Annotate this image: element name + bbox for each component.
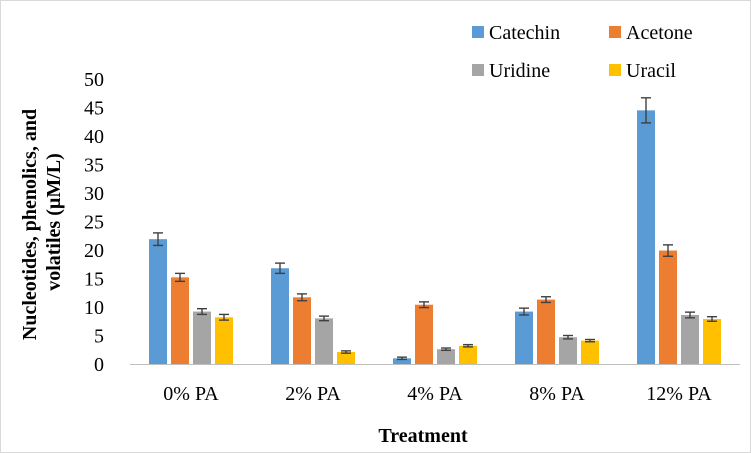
y-tick-label: 5 — [94, 326, 104, 348]
bar-uracil — [215, 317, 233, 364]
legend-swatch — [472, 64, 484, 76]
bar-catechin — [149, 239, 167, 364]
error-bar — [219, 313, 229, 321]
legend-item-uridine: Uridine — [472, 60, 550, 82]
bar-acetone — [659, 250, 677, 364]
y-tick-label: 10 — [84, 297, 104, 319]
bar-uracil — [703, 318, 721, 364]
y-tick-label: 20 — [84, 240, 104, 262]
error-bar — [297, 293, 307, 302]
error-bar — [197, 308, 207, 316]
legend: Catechin Acetone Uridine Uracil — [472, 22, 693, 82]
y-axis-title-line-2: volatiles (µM/L) — [43, 153, 65, 291]
bar-uridine — [681, 314, 699, 364]
error-bar — [663, 244, 673, 257]
x-axis-ticks: 0% PA 2% PA 4% PA 8% PA 12% PA — [163, 383, 712, 405]
bar-acetone — [293, 297, 311, 364]
bar-uridine — [559, 337, 577, 364]
bar-catechin — [637, 110, 655, 364]
legend-item-uracil: Uracil — [609, 60, 676, 82]
legend-label: Acetone — [626, 22, 693, 44]
legend-swatch — [609, 26, 621, 38]
x-axis-title: Treatment — [378, 425, 468, 447]
legend-label: Uridine — [489, 60, 550, 82]
legend-label: Catechin — [489, 22, 560, 44]
y-tick-label: 45 — [84, 98, 104, 120]
bar-catechin — [271, 268, 289, 364]
bar-uridine — [315, 318, 333, 364]
bar-uracil — [337, 352, 355, 364]
bar-catechin — [393, 358, 411, 364]
error-bar — [419, 301, 429, 309]
y-tick-label: 0 — [94, 354, 104, 376]
error-bar — [175, 272, 185, 283]
error-bar — [275, 262, 285, 275]
error-bar — [519, 307, 529, 316]
bar-uracil — [459, 345, 477, 364]
y-tick-label: 30 — [84, 183, 104, 205]
bar-uracil — [581, 340, 599, 364]
x-tick-label: 0% PA — [163, 383, 219, 405]
x-tick-label: 2% PA — [285, 383, 341, 405]
legend-item-catechin: Catechin — [472, 22, 560, 44]
bar-uridine — [193, 311, 211, 364]
x-tick-label: 12% PA — [646, 383, 712, 405]
bar-acetone — [171, 277, 189, 364]
legend-swatch — [472, 26, 484, 38]
y-tick-label: 40 — [84, 126, 104, 148]
y-axis-title: Nucleotides, phenolics, and volatiles (µ… — [19, 104, 65, 340]
error-bar — [707, 315, 717, 322]
y-tick-label: 50 — [84, 69, 104, 91]
bar-acetone — [415, 304, 433, 364]
error-bar — [441, 347, 451, 352]
error-bar — [563, 334, 573, 340]
legend-label: Uracil — [626, 60, 676, 82]
error-bar — [641, 97, 651, 124]
error-bar — [685, 311, 695, 319]
error-bar — [341, 350, 351, 354]
x-tick-label: 8% PA — [529, 383, 585, 405]
error-bars — [153, 97, 717, 361]
error-bar — [319, 315, 329, 322]
error-bar — [541, 296, 551, 304]
legend-swatch — [609, 64, 621, 76]
y-tick-label: 35 — [84, 155, 104, 177]
legend-item-acetone: Acetone — [609, 22, 693, 44]
y-tick-label: 15 — [84, 269, 104, 291]
bars — [149, 110, 721, 364]
y-axis-ticks: 0 5 10 15 20 25 30 35 40 45 50 — [84, 69, 104, 376]
bar-catechin — [515, 311, 533, 364]
error-bar — [153, 232, 163, 247]
bar-acetone — [537, 299, 555, 364]
error-bar — [463, 343, 473, 348]
y-tick-label: 25 — [84, 212, 104, 234]
x-tick-label: 4% PA — [407, 383, 463, 405]
bar-uridine — [437, 349, 455, 364]
error-bar — [585, 338, 595, 343]
error-bar — [397, 356, 407, 361]
y-axis-title-line-1: Nucleotides, phenolics, and — [19, 109, 41, 340]
